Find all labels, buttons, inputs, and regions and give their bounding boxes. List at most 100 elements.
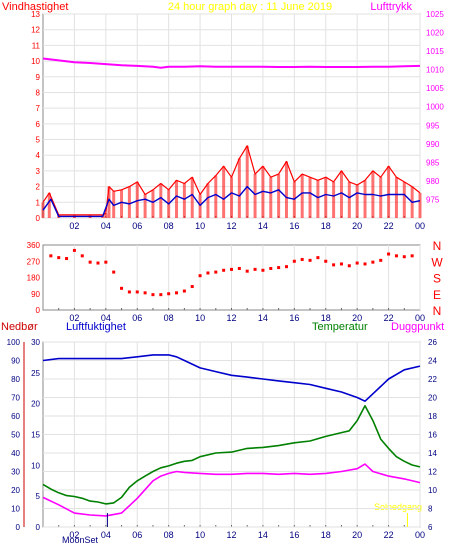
direction-panel-x-tick-label: 02 bbox=[69, 313, 79, 323]
precipitation-y-tick-label: 80 bbox=[11, 375, 20, 384]
dewpoint-temp-y-tick-label: 14 bbox=[428, 449, 437, 458]
humidity-inner-y-tick-label: 5 bbox=[36, 492, 41, 501]
humidity-panel-x-tick-label: 04 bbox=[101, 530, 111, 540]
wind-direction-point bbox=[230, 267, 233, 271]
humidity-panel-x-tick-label: 10 bbox=[195, 530, 205, 540]
wind-gust-line bbox=[42, 145, 421, 216]
humidity-panel-x-tick-label: 12 bbox=[226, 530, 236, 540]
dewpoint-temp-y-tick-label: 26 bbox=[428, 338, 437, 347]
wind-direction-y-tick-label: 360 bbox=[27, 241, 41, 250]
humidity-inner-y-tick-label: 15 bbox=[31, 431, 40, 440]
wind-direction-point bbox=[324, 259, 328, 263]
precipitation-y-tick-label: 100 bbox=[7, 338, 21, 347]
wind-direction-point bbox=[292, 259, 296, 263]
humidity-panel-x-tick-label: 20 bbox=[352, 530, 362, 540]
humidity-panel-x-tick-label: 00 bbox=[415, 530, 425, 540]
temperature-line bbox=[42, 404, 421, 505]
wind-speed-title: Vindhastighet bbox=[2, 1, 68, 13]
wind-direction-point bbox=[363, 262, 367, 266]
wind-direction-point bbox=[206, 271, 210, 275]
precipitation-y-tick-label: 70 bbox=[11, 394, 20, 403]
precipitation-y-tick-label: 90 bbox=[11, 357, 20, 366]
wind-panel-x-tick-label: 20 bbox=[352, 221, 362, 231]
wind-direction-point bbox=[72, 248, 76, 252]
direction-panel-x-tick-label: 08 bbox=[164, 313, 174, 323]
pressure-y-tick-label: 1020 bbox=[426, 29, 444, 38]
direction-panel-x-tick-label: 20 bbox=[352, 313, 362, 323]
compass-label: W bbox=[431, 255, 443, 269]
humidity-panel-x-tick-label: 08 bbox=[164, 530, 174, 540]
humidity-inner-y-tick-label: 20 bbox=[31, 400, 40, 409]
precipitation-y-tick-label: 0 bbox=[16, 523, 21, 532]
dewpoint-temp-y-tick-label: 6 bbox=[428, 523, 433, 532]
direction-panel-x-tick-label: 06 bbox=[132, 313, 142, 323]
wind-speed-y-tick-label: 12 bbox=[31, 26, 40, 35]
wind-direction-point bbox=[127, 290, 131, 294]
dewpoint-temp-y-tick-label: 16 bbox=[428, 431, 437, 440]
wind-direction-point bbox=[253, 267, 257, 271]
precipitation-y-tick-label: 30 bbox=[11, 468, 20, 477]
wind-direction-point bbox=[379, 258, 383, 262]
dewpoint-temp-y-tick-label: 22 bbox=[428, 375, 437, 384]
wind-direction-point bbox=[387, 252, 391, 256]
precipitation-y-tick-label: 20 bbox=[11, 486, 20, 495]
wind-direction-point bbox=[151, 293, 155, 297]
wind-panel-x-tick-label: 04 bbox=[101, 221, 111, 231]
wind-direction-point bbox=[410, 254, 414, 258]
humidity-panel-x-tick-label: 02 bbox=[69, 530, 79, 540]
wind-direction-point bbox=[120, 286, 124, 290]
wind-average-line bbox=[42, 185, 421, 218]
dewpoint-temp-y-tick-label: 8 bbox=[428, 505, 433, 514]
moonset-label: MoonSet bbox=[62, 535, 99, 543]
humidity-inner-y-tick-label: 0 bbox=[36, 523, 41, 532]
wind-panel-x-tick-label: 02 bbox=[69, 221, 79, 231]
pressure-line bbox=[42, 57, 421, 69]
wind-speed-y-tick-label: 0 bbox=[36, 214, 41, 223]
wind-direction-point bbox=[198, 274, 202, 278]
wind-direction-point bbox=[190, 285, 194, 289]
direction-panel-x-tick-label: 00 bbox=[415, 313, 425, 323]
direction-panel-x-tick-label: 16 bbox=[289, 313, 299, 323]
wind-direction-point bbox=[402, 255, 406, 259]
wind-direction-y-tick-label: 90 bbox=[31, 290, 40, 299]
humidity-line bbox=[42, 354, 421, 403]
precipitation-y-tick-label: 60 bbox=[11, 412, 20, 421]
humidity-title: Luftfuktighet bbox=[66, 321, 126, 333]
wind-direction-point bbox=[316, 256, 320, 260]
precipitation-title: Nedbør bbox=[1, 321, 38, 333]
dewpoint-temp-y-tick-label: 10 bbox=[428, 486, 437, 495]
wind-direction-point bbox=[245, 269, 249, 273]
wind-panel-x-tick-label: 08 bbox=[164, 221, 174, 231]
wind-direction-point bbox=[237, 266, 241, 270]
wind-direction-point bbox=[394, 254, 398, 258]
humidity-panel-x-tick-label: 22 bbox=[384, 530, 394, 540]
wind-direction-point bbox=[167, 292, 171, 296]
wind-direction-point bbox=[347, 264, 351, 268]
chart-date-title: 24 hour graph day : 11 June 2019 bbox=[168, 1, 332, 13]
sunset-label: Solnedgang bbox=[374, 502, 422, 512]
pressure-y-tick-label: 1000 bbox=[426, 103, 444, 112]
wind-direction-point bbox=[182, 289, 186, 293]
compass-label: S bbox=[433, 272, 441, 286]
wind-panel-x-tick-label: 12 bbox=[226, 221, 236, 231]
precipitation-y-tick-label: 40 bbox=[11, 449, 20, 458]
wind-direction-point bbox=[371, 260, 375, 264]
wind-speed-y-tick-label: 8 bbox=[36, 88, 41, 97]
wind-direction-point bbox=[135, 290, 139, 294]
wind-speed-y-tick-label: 5 bbox=[36, 136, 41, 145]
wind-direction-point bbox=[284, 265, 288, 269]
wind-direction-point bbox=[261, 268, 265, 272]
pressure-y-tick-label: 975 bbox=[426, 195, 440, 204]
compass-label: E bbox=[433, 288, 441, 302]
humidity-panel-x-tick-label: 06 bbox=[132, 530, 142, 540]
dewpoint-temp-y-tick-label: 18 bbox=[428, 412, 437, 421]
dewpoint-temp-y-tick-label: 20 bbox=[428, 394, 437, 403]
pressure-title: Lufttrykk bbox=[370, 1, 412, 13]
pressure-y-tick-label: 1005 bbox=[426, 84, 444, 93]
wind-direction-point bbox=[80, 254, 84, 258]
wind-direction-point bbox=[332, 263, 336, 267]
precipitation-y-tick-label: 50 bbox=[11, 431, 20, 440]
wind-direction-point bbox=[339, 262, 343, 266]
wind-direction-y-tick-label: 180 bbox=[27, 274, 41, 283]
